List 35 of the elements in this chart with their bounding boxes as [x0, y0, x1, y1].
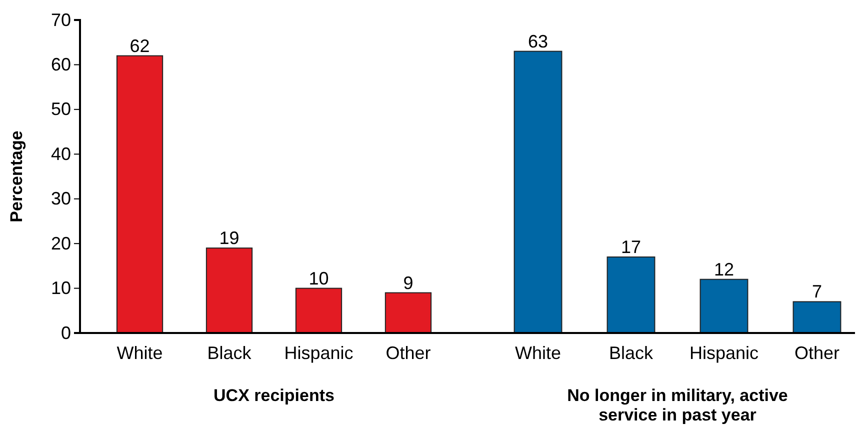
- bar: [792, 301, 842, 334]
- x-tick-label: Hispanic: [284, 343, 354, 363]
- data-label: 62: [130, 36, 150, 56]
- bar: [606, 256, 656, 334]
- y-tick-label: 50: [50, 99, 71, 120]
- x-tick-label: Black: [207, 343, 252, 363]
- bar: [206, 248, 253, 334]
- x-axis-title: No longer in military, active service in past year: [567, 386, 788, 425]
- bar: [514, 50, 562, 334]
- x-tick-label: Other: [386, 343, 431, 363]
- y-axis-title: Percentage: [7, 130, 26, 222]
- bar: [384, 292, 432, 334]
- data-label: 63: [528, 31, 548, 52]
- data-label: 12: [714, 259, 734, 280]
- bar: [295, 288, 342, 334]
- bar: [700, 278, 748, 334]
- x-tick-label: Other: [794, 343, 840, 363]
- data-label: 17: [620, 236, 642, 257]
- data-label: 7: [812, 282, 822, 302]
- x-tick-label: White: [116, 343, 163, 363]
- x-axis-title: UCX recipients: [214, 386, 334, 405]
- x-tick-label: Hispanic: [689, 343, 759, 363]
- y-tick-label: 30: [50, 188, 71, 209]
- y-tick-label: 10: [50, 278, 71, 298]
- y-tick-label: 60: [50, 54, 71, 74]
- bar: [116, 55, 164, 334]
- y-tick-label: 40: [50, 144, 71, 164]
- data-label: 19: [219, 228, 240, 248]
- y-tick-label: 0: [60, 322, 71, 343]
- data-label: 9: [403, 272, 414, 293]
- data-label: 10: [308, 268, 329, 288]
- y-tick-label: 70: [50, 10, 71, 30]
- y-tick-label: 20: [50, 233, 71, 254]
- x-tick-label: White: [515, 343, 562, 363]
- x-tick-label: Black: [608, 343, 654, 363]
